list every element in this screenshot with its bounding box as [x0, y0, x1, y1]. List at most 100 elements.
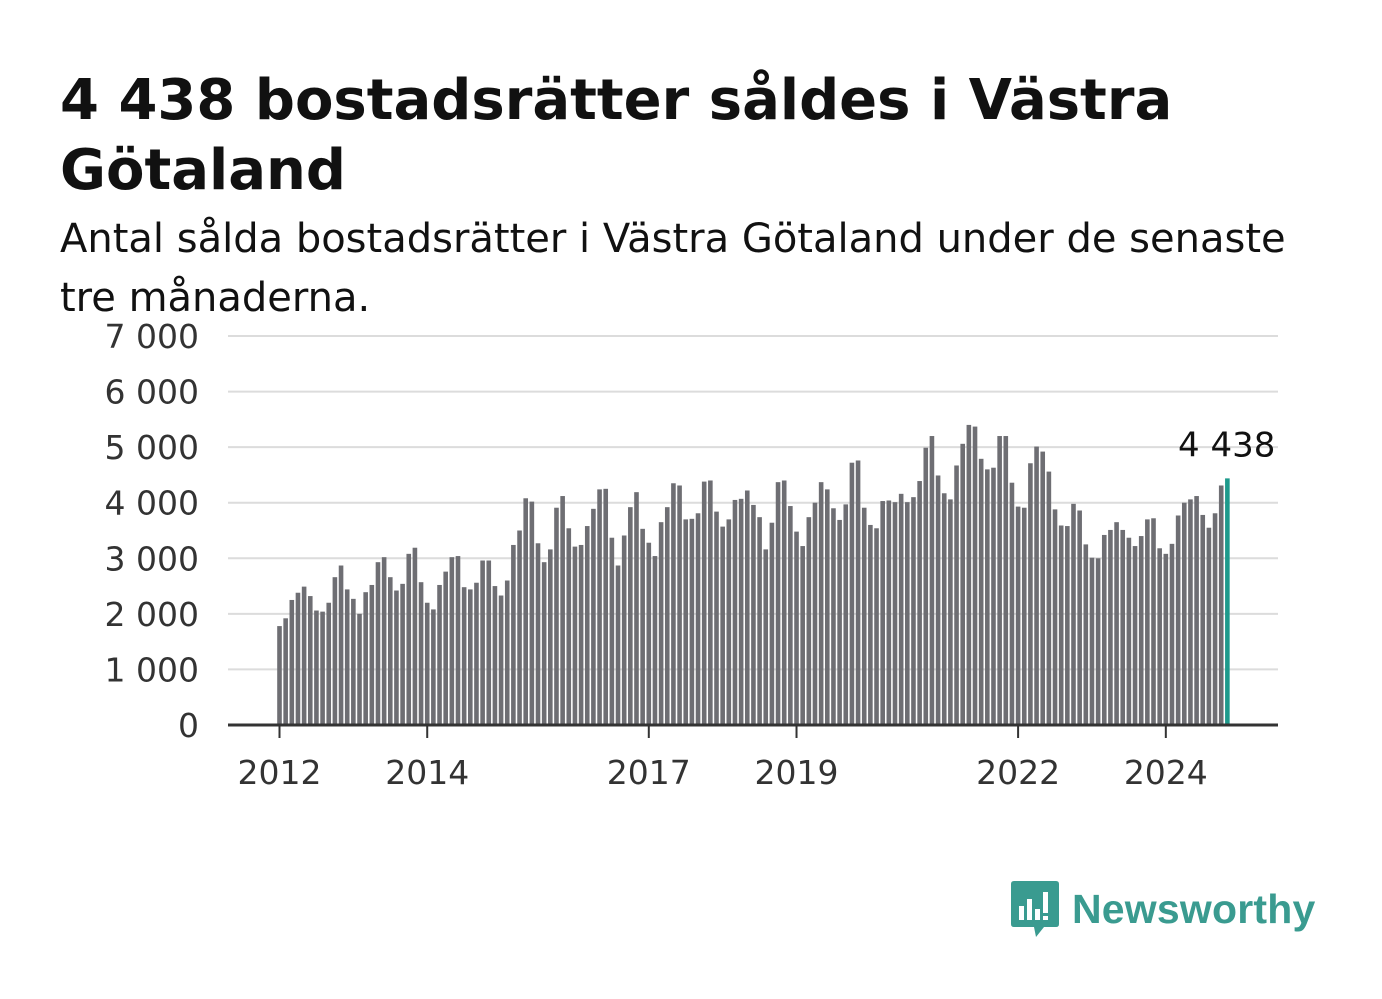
- bar: [277, 626, 282, 725]
- bar: [1046, 471, 1052, 725]
- bar: [960, 443, 966, 725]
- bar: [1157, 548, 1162, 725]
- bar: [418, 582, 424, 725]
- bar: [609, 537, 615, 725]
- bar: [806, 517, 812, 725]
- bar: [905, 502, 910, 725]
- bar: [375, 562, 381, 725]
- bar: [1212, 513, 1218, 725]
- bar: [677, 485, 682, 725]
- bar: [1175, 515, 1181, 725]
- bar: [738, 498, 744, 725]
- bar: [1089, 557, 1095, 725]
- bar: [991, 467, 996, 725]
- bar: [972, 426, 978, 725]
- bar: [1052, 509, 1058, 725]
- chart-title: 4 438 bostadsrätter såldes i Västra Göta…: [60, 68, 1173, 203]
- bar: [1083, 544, 1089, 725]
- bar: [363, 592, 368, 725]
- bar: [289, 599, 295, 725]
- bar: [714, 511, 719, 725]
- bar: [603, 488, 609, 725]
- bar: [560, 496, 565, 725]
- bar: [1058, 525, 1064, 725]
- bar: [978, 458, 984, 725]
- bar: [917, 481, 922, 725]
- bar: [788, 506, 793, 725]
- bar: [966, 424, 972, 725]
- bar: [1206, 527, 1212, 725]
- bar: [861, 507, 867, 725]
- bar: [351, 598, 356, 725]
- y-tick-label: 5 000: [105, 428, 199, 467]
- bar: [443, 571, 448, 725]
- bar: [584, 526, 590, 725]
- bar: [763, 549, 769, 725]
- bar: [381, 557, 387, 725]
- y-tick-label: 4 000: [105, 484, 199, 523]
- bar: [935, 475, 941, 725]
- bar: [868, 524, 873, 725]
- bar: [578, 544, 584, 725]
- bar: [1015, 506, 1021, 725]
- bar: [449, 557, 455, 725]
- bar: [948, 499, 953, 725]
- bar: [566, 528, 572, 725]
- bar: [720, 526, 725, 725]
- newsworthy-chart-bubble-icon: [1011, 881, 1059, 937]
- bar: [1003, 436, 1009, 725]
- bar: [708, 480, 713, 725]
- bar: [689, 518, 695, 725]
- bar: [1028, 463, 1033, 725]
- x-tick-label: 2024: [1124, 753, 1208, 792]
- bar: [326, 602, 332, 725]
- bar: [474, 582, 479, 725]
- x-axis: 2012 2014 2017 2019 2022 2024: [238, 725, 1208, 792]
- bar: [492, 586, 498, 725]
- bar: [1114, 522, 1119, 725]
- bar: [751, 504, 756, 725]
- bar-highlight: [1225, 478, 1230, 725]
- bar: [357, 613, 362, 725]
- bar: [437, 584, 442, 725]
- bar: [498, 595, 504, 725]
- bar: [1034, 446, 1039, 725]
- bar: [640, 528, 645, 725]
- y-tick-label: 3 000: [105, 539, 199, 578]
- bar: [529, 501, 535, 725]
- y-tick-label: 1 000: [105, 650, 199, 689]
- bar: [1071, 503, 1076, 725]
- bar: [634, 492, 639, 725]
- bar: [628, 507, 633, 725]
- y-axis-tick-labels: 0 1 000 2 000 3 000 4 000 5 000 6 000 7 000: [105, 317, 199, 745]
- bar: [812, 502, 818, 725]
- bar: [800, 546, 805, 725]
- bar: [898, 493, 904, 725]
- bar: [548, 549, 553, 725]
- bar: [517, 530, 522, 725]
- bar: [1138, 536, 1144, 725]
- bar: [985, 469, 990, 725]
- bar: [597, 489, 602, 725]
- bar: [369, 584, 375, 725]
- bar: [455, 556, 461, 725]
- bar: [664, 507, 670, 725]
- bar: [406, 553, 412, 725]
- bar: [1188, 499, 1193, 725]
- bar: [394, 590, 399, 725]
- bar: [892, 502, 898, 725]
- bar: [431, 609, 436, 725]
- highlight-value-label: 4 438: [1178, 425, 1275, 465]
- x-tick-label: 2019: [755, 753, 839, 792]
- bar: [572, 546, 578, 725]
- x-tick-label: 2012: [238, 753, 322, 792]
- bar: [843, 504, 849, 725]
- bar: [837, 519, 842, 725]
- bar: [886, 500, 892, 725]
- bar: [744, 490, 750, 725]
- bar: [880, 501, 885, 725]
- bar: [295, 592, 301, 725]
- bar: [332, 577, 338, 725]
- bar: [1200, 514, 1206, 725]
